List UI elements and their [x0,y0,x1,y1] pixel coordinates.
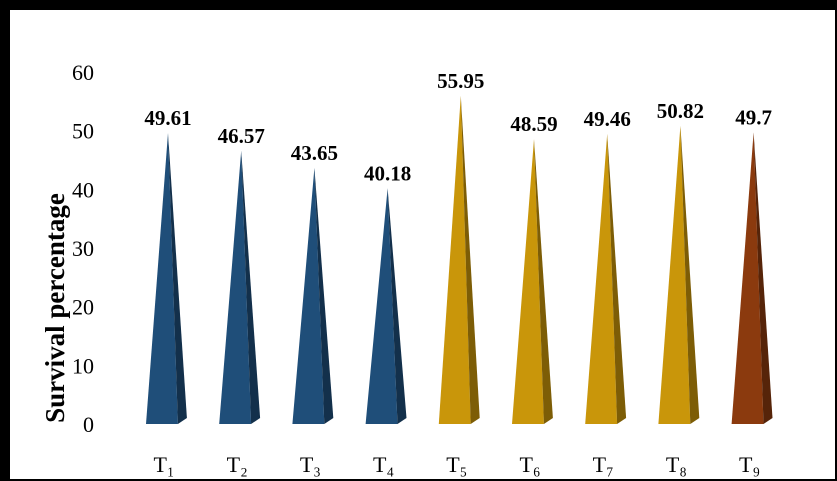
x-category-label: T₃ [300,452,321,477]
bar-side-face [314,167,334,425]
bar-side-face [753,132,773,424]
bar-front-face [365,188,398,424]
x-category-label: T₂ [227,452,248,477]
bar [658,125,700,424]
x-axis-categories: T₁ T₂ T₃ T₄ T₅ T₆ T₇ T₈ T₉ [153,452,760,477]
bar-front-face [658,125,691,424]
bar-front-face [146,132,178,425]
x-category-label: T₁ [153,452,174,477]
bar-front-face [219,150,252,424]
bar-side-face [387,188,407,424]
x-category-label: T₈ [666,452,687,477]
data-label: 48.59 [510,112,557,136]
y-tick-label: 40 [72,177,94,202]
bar [438,95,480,424]
x-category-label: T₇ [593,452,614,477]
x-category-label: T₆ [519,452,540,477]
bar [219,150,261,424]
bar-side-face [168,132,187,425]
y-axis-ticks: 0 10 20 30 40 50 60 [72,60,94,437]
y-tick-label: 0 [83,412,94,437]
data-label: 49.7 [735,105,772,129]
bar-side-face [241,150,261,424]
y-tick-label: 60 [72,60,94,85]
data-label: 40.18 [364,161,411,185]
bar-front-face [438,95,471,424]
bars [146,95,773,425]
bar [292,167,334,425]
bar-side-face [607,133,627,425]
bar-side-face [460,95,480,424]
data-label: 46.57 [218,124,265,148]
bar [585,133,627,425]
x-category-label: T₅ [446,452,467,477]
bar [731,132,773,424]
bar-front-face [512,138,544,424]
bar-front-face [731,132,764,424]
bar [365,188,407,424]
data-label: 43.65 [291,141,338,165]
bar-side-face [534,138,553,424]
bar [146,132,187,425]
y-tick-label: 30 [72,236,94,261]
bar-front-face [585,133,618,425]
data-label: 55.95 [437,69,484,93]
bar-front-face [292,167,325,425]
bar-side-face [680,125,700,424]
x-category-label: T₉ [739,452,760,477]
data-label: 49.61 [144,106,191,130]
y-tick-label: 50 [72,119,94,144]
x-category-label: T₄ [373,452,394,477]
data-label: 50.82 [657,99,704,123]
data-labels: 49.61 46.57 43.65 40.18 55.95 48.59 49.46 50.82… [144,69,772,186]
data-label: 49.46 [584,107,631,131]
y-axis-label: Survival percentage [40,193,70,423]
y-tick-label: 20 [72,295,94,320]
bar [512,138,553,424]
y-tick-label: 10 [72,353,94,378]
